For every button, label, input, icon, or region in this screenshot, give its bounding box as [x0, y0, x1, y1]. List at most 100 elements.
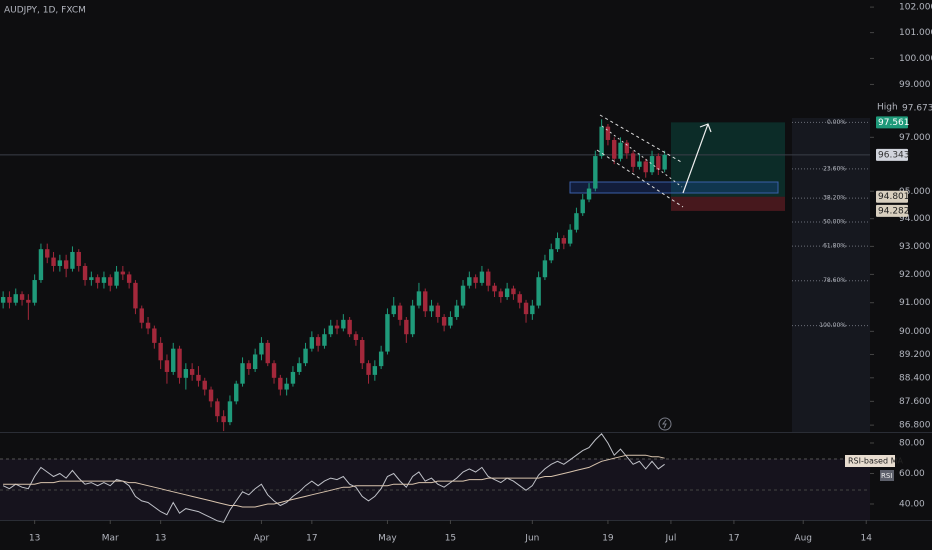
x-tick-label: Jul: [664, 534, 676, 544]
candle-body: [410, 305, 415, 335]
ma-legend: RSI-based MA: [848, 457, 903, 466]
candle-body: [586, 188, 592, 200]
candle-body: [240, 363, 245, 384]
candle-body: [215, 401, 220, 417]
candle-body: [378, 351, 384, 367]
x-tick-label: 19: [602, 534, 614, 544]
candle-body: [542, 260, 548, 278]
fib-label: 0.00%: [827, 119, 846, 126]
y-tick-label: 89.200: [899, 350, 931, 360]
candle-body: [284, 383, 289, 390]
candle-body: [7, 297, 12, 303]
candle-body: [404, 319, 409, 335]
last-price-label: 96.343: [878, 150, 910, 160]
candle-body: [429, 305, 434, 312]
x-tick-label: 15: [445, 534, 456, 544]
candle-body: [649, 156, 655, 173]
channel-line: [596, 149, 684, 208]
candle-body: [435, 305, 441, 317]
candle-body: [397, 305, 403, 320]
candle-body: [297, 363, 302, 372]
event-icon-bolt: [662, 419, 667, 429]
x-tick-label: Jun: [524, 534, 539, 544]
candle-body: [202, 380, 207, 390]
candle-body: [391, 305, 396, 315]
candle-body: [32, 280, 37, 303]
candle-body: [416, 291, 422, 306]
candle-body: [492, 285, 497, 292]
candle-body: [479, 271, 485, 283]
rsi-tick-label: 40.00: [899, 499, 925, 509]
candle-body: [95, 277, 100, 283]
stop-zone: [671, 196, 785, 211]
x-tick-label: 13: [155, 534, 166, 544]
forecast-arrow: [682, 123, 712, 194]
candle-body: [164, 360, 170, 372]
candle-body: [517, 294, 522, 303]
candle-body: [454, 305, 459, 317]
rsi-tick-label: 60.00: [899, 469, 925, 479]
x-tick-label: Mar: [102, 534, 119, 544]
candle-body: [467, 277, 472, 286]
candle-body: [561, 238, 567, 244]
candle-body: [523, 302, 529, 315]
candle-body: [511, 288, 516, 295]
candle-body: [441, 316, 447, 326]
candle-body: [120, 271, 126, 275]
candle-body: [322, 334, 327, 346]
high-label: High: [877, 103, 898, 113]
candle-body: [372, 366, 378, 375]
ma-legend-box: [845, 455, 895, 467]
candle-body: [158, 342, 163, 361]
candle-body: [656, 156, 661, 170]
candle-body: [89, 277, 94, 281]
x-tick-label: May: [378, 534, 397, 544]
candle-body: [177, 348, 182, 378]
candle-body: [605, 126, 611, 140]
candle-body: [13, 294, 18, 303]
candle-body: [108, 277, 113, 286]
candle-body: [246, 363, 252, 370]
target-label: 97.561: [878, 118, 910, 128]
candle-body: [574, 213, 579, 230]
fib-label: 61.80%: [823, 243, 846, 250]
candle-body: [126, 274, 132, 283]
candle-body: [290, 371, 296, 384]
candle-body: [448, 316, 453, 326]
candle-body: [45, 249, 50, 258]
stop-label-box: [876, 204, 908, 217]
fib-shade: [792, 118, 870, 432]
y-tick-label: 87.600: [899, 397, 931, 407]
fib-label: 78.60%: [823, 277, 846, 284]
candle-body: [114, 271, 119, 286]
entry-label: 94.801: [878, 192, 910, 202]
candle-body: [278, 377, 283, 390]
candle-body: [315, 337, 321, 346]
x-tick-label: 14: [860, 534, 872, 544]
candle-body: [360, 339, 365, 364]
target-zone: [671, 122, 785, 197]
candle-body: [567, 229, 573, 244]
candle-body: [133, 282, 138, 309]
candle-body: [637, 161, 642, 167]
support-zone: [569, 181, 779, 194]
y-tick-label: 93.000: [899, 242, 931, 252]
candle-body: [328, 325, 333, 335]
candle-body: [341, 319, 346, 329]
candle-body: [139, 308, 144, 323]
drawings: 0.00% 23.60% 38.20% 50.00% 61.80% 78.60% 100.0…: [0, 119, 870, 329]
high-value: 97.673: [902, 104, 932, 114]
fib-label: 38.20%: [823, 195, 846, 202]
candle-body: [555, 238, 560, 250]
fib-label: 100.00%: [819, 322, 846, 329]
candle-body: [0, 297, 6, 303]
candle-body: [171, 348, 176, 372]
candle-body: [271, 363, 277, 378]
y-tick-label: 90.000: [899, 327, 931, 337]
candle-body: [353, 334, 359, 340]
candle-body: [549, 249, 554, 261]
x-tick-label: Aug: [794, 534, 812, 544]
candle-body: [101, 277, 107, 283]
y-tick-label: 94.000: [899, 214, 931, 224]
